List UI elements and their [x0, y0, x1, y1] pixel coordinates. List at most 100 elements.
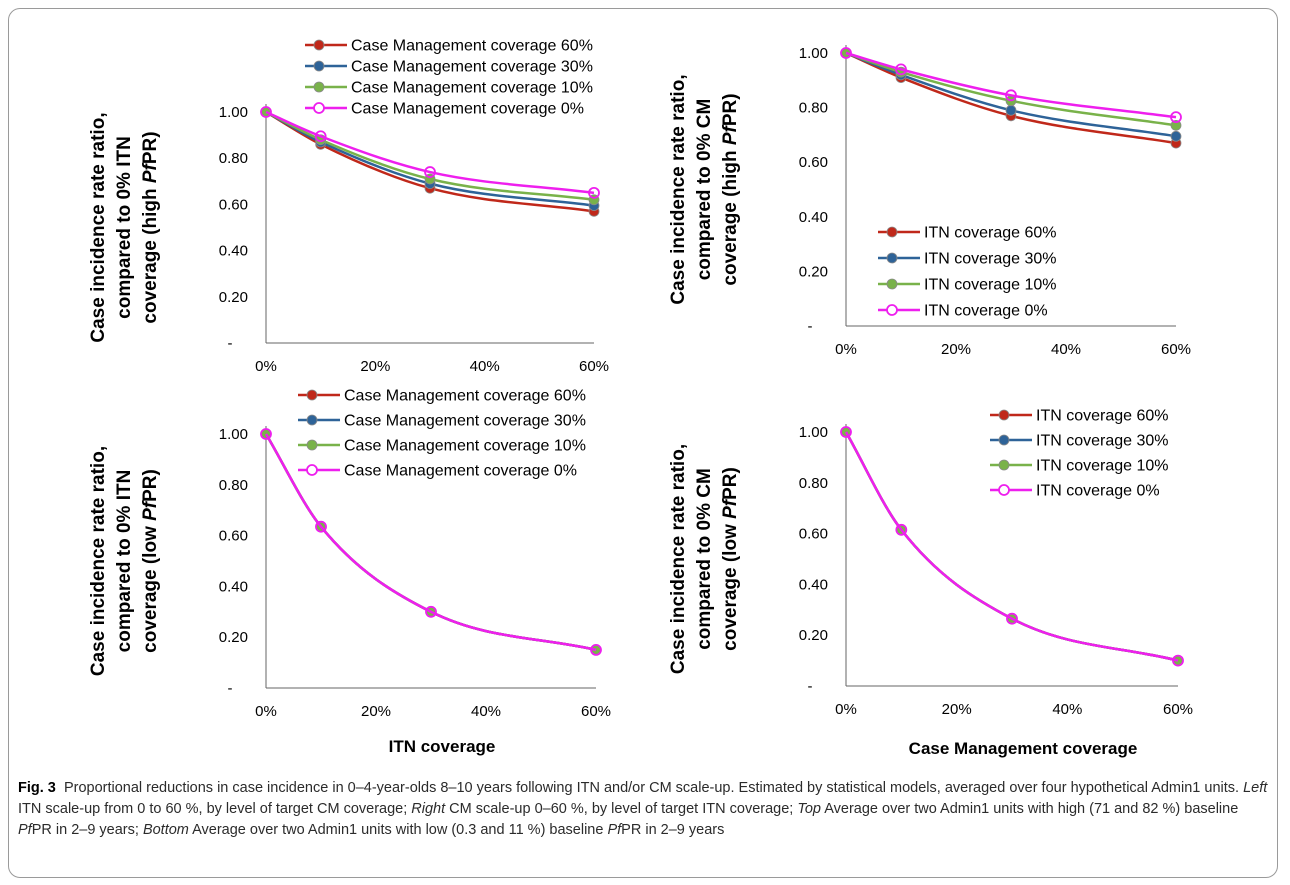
data-point — [895, 523, 908, 536]
data-point — [840, 426, 852, 438]
data-point — [895, 63, 907, 76]
legend-swatch-marker — [886, 304, 898, 316]
y-tick-label: 0.40 — [799, 576, 828, 593]
legend-label: ITN coverage 30% — [1036, 433, 1169, 450]
legend-swatch-marker — [306, 389, 318, 401]
legend-label: ITN coverage 0% — [1036, 483, 1160, 500]
y-tick-label: 0.80 — [799, 475, 828, 492]
y-tick-label: 0.60 — [219, 196, 248, 213]
series-line-s30 — [845, 51, 1177, 138]
y-tick-label: - — [808, 678, 813, 695]
legend-label: ITN coverage 10% — [924, 277, 1057, 294]
legend-label: Case Management coverage 60% — [344, 388, 586, 405]
y-axis-title: Case incidence rate ratio, compared to 0%… — [88, 112, 161, 342]
caption-label: Fig. 3 — [18, 780, 56, 796]
legend-label: ITN coverage 60% — [924, 225, 1057, 242]
y-tick-label: 0.60 — [799, 526, 828, 543]
x-tick-label: 60% — [579, 358, 609, 375]
x-tick-label: 40% — [1052, 701, 1082, 718]
data-point — [425, 605, 437, 618]
y-tick-label: 0.40 — [219, 243, 248, 260]
x-tick-label: 20% — [941, 341, 971, 358]
x-tick-label: 20% — [360, 358, 390, 375]
x-axis-title: ITN coverage — [389, 737, 496, 756]
data-point — [260, 106, 272, 118]
data-point — [1170, 119, 1182, 131]
y-tick-label: - — [228, 335, 233, 352]
x-tick-label: 40% — [470, 358, 500, 375]
y-tick-label: 0.80 — [219, 150, 248, 167]
x-tick-label: 40% — [471, 703, 501, 720]
series-line-s0 — [844, 431, 1179, 662]
legend-label: Case Management coverage 10% — [344, 438, 586, 455]
legend-label: ITN coverage 10% — [1036, 458, 1169, 475]
legend-label: Case Management coverage 30% — [351, 59, 593, 76]
caption-pf-1: Pf — [18, 822, 32, 838]
legend-label: Case Management coverage 10% — [351, 80, 593, 97]
data-point — [314, 130, 327, 143]
data-point — [1005, 104, 1017, 116]
figure-canvas: - 0.20 0.40 0.60 0.80 1.00 0% 20% 40% 60% Case inc… — [88, 38, 1193, 759]
data-point — [260, 428, 272, 440]
y-tick-label: 0.20 — [219, 629, 248, 646]
figure-frame — [8, 8, 1278, 878]
data-point — [315, 520, 327, 533]
caption-text-6: Average over two Admin1 units with low (… — [188, 822, 608, 838]
y-tick-label: 0.20 — [799, 263, 828, 280]
legend-swatch-marker — [886, 278, 898, 290]
y-tick-label: 1.00 — [219, 426, 248, 443]
y-axis-title: Case incidence rate ratio, compared to 0%… — [668, 74, 741, 304]
data-point — [1172, 654, 1184, 667]
legend-swatch-marker — [306, 464, 318, 476]
caption-right-label: Right — [411, 801, 446, 817]
y-tick-label: 0.40 — [799, 209, 828, 226]
series-line-s60 — [265, 110, 595, 213]
legend-swatch-marker — [886, 226, 898, 238]
x-tick-label: 40% — [1051, 341, 1081, 358]
series-line-s0 — [264, 433, 597, 652]
caption-text-3: CM scale-up 0–60 %, by level of target I… — [445, 801, 798, 817]
figure-caption: Fig. 3 Proportional reductions in case i… — [18, 778, 1268, 841]
y-tick-label: - — [228, 680, 233, 697]
legend-swatch-marker — [998, 434, 1010, 446]
y-tick-label: 0.20 — [799, 627, 828, 644]
caption-pf-2: Pf — [607, 822, 622, 838]
y-tick-label: 1.00 — [799, 45, 828, 62]
legend: Case Management coverage 60% Case Managem… — [305, 38, 593, 118]
x-tick-label: 20% — [361, 703, 391, 720]
legend-label: Case Management coverage 0% — [351, 101, 584, 118]
y-tick-label: 0.40 — [219, 578, 248, 595]
legend: ITN coverage 60% ITN coverage 30% ITN cove… — [990, 408, 1169, 500]
legend-swatch-marker — [306, 439, 318, 451]
legend: Case Management coverage 60% Case Managem… — [298, 388, 586, 480]
caption-text-7: PR in 2–9 years — [621, 822, 725, 838]
x-tick-label: 0% — [835, 701, 857, 718]
legend-swatch-marker — [886, 252, 898, 264]
series-line-s10 — [845, 51, 1177, 127]
series-line-s30 — [265, 110, 595, 207]
x-tick-label: 60% — [1161, 341, 1191, 358]
y-tick-label: 0.20 — [219, 289, 248, 306]
data-point — [424, 166, 436, 178]
chart-panel-bottom-right: - 0.20 0.40 0.60 0.80 1.00 0% 20% 40% 60% Case inc… — [668, 408, 1193, 759]
y-tick-label: 0.80 — [219, 477, 248, 494]
legend-swatch-marker — [998, 484, 1010, 496]
x-tick-label: 60% — [1163, 701, 1193, 718]
caption-top-label: Top — [797, 801, 821, 817]
legend-label: Case Management coverage 30% — [344, 413, 586, 430]
chart-panel-bottom-left: - 0.20 0.40 0.60 0.80 1.00 0% 20% 40% 60% Case inc… — [88, 388, 611, 757]
x-tick-label: 0% — [255, 358, 277, 375]
y-tick-label: 0.80 — [799, 100, 828, 117]
series-line-s10 — [265, 110, 595, 202]
data-point — [1170, 130, 1182, 142]
y-tick-label: 1.00 — [799, 424, 828, 441]
series-line-s0 — [265, 110, 595, 195]
x-axis-title: Case Management coverage — [909, 739, 1138, 758]
y-tick-label: 1.00 — [219, 104, 248, 121]
y-tick-label: 0.60 — [799, 154, 828, 171]
data-point — [1005, 89, 1017, 102]
legend-swatch-marker — [313, 60, 325, 72]
x-tick-label: 20% — [942, 701, 972, 718]
x-tick-label: 60% — [581, 703, 611, 720]
y-axis-title: Case incidence rate ratio, compared to 0%… — [88, 446, 161, 676]
